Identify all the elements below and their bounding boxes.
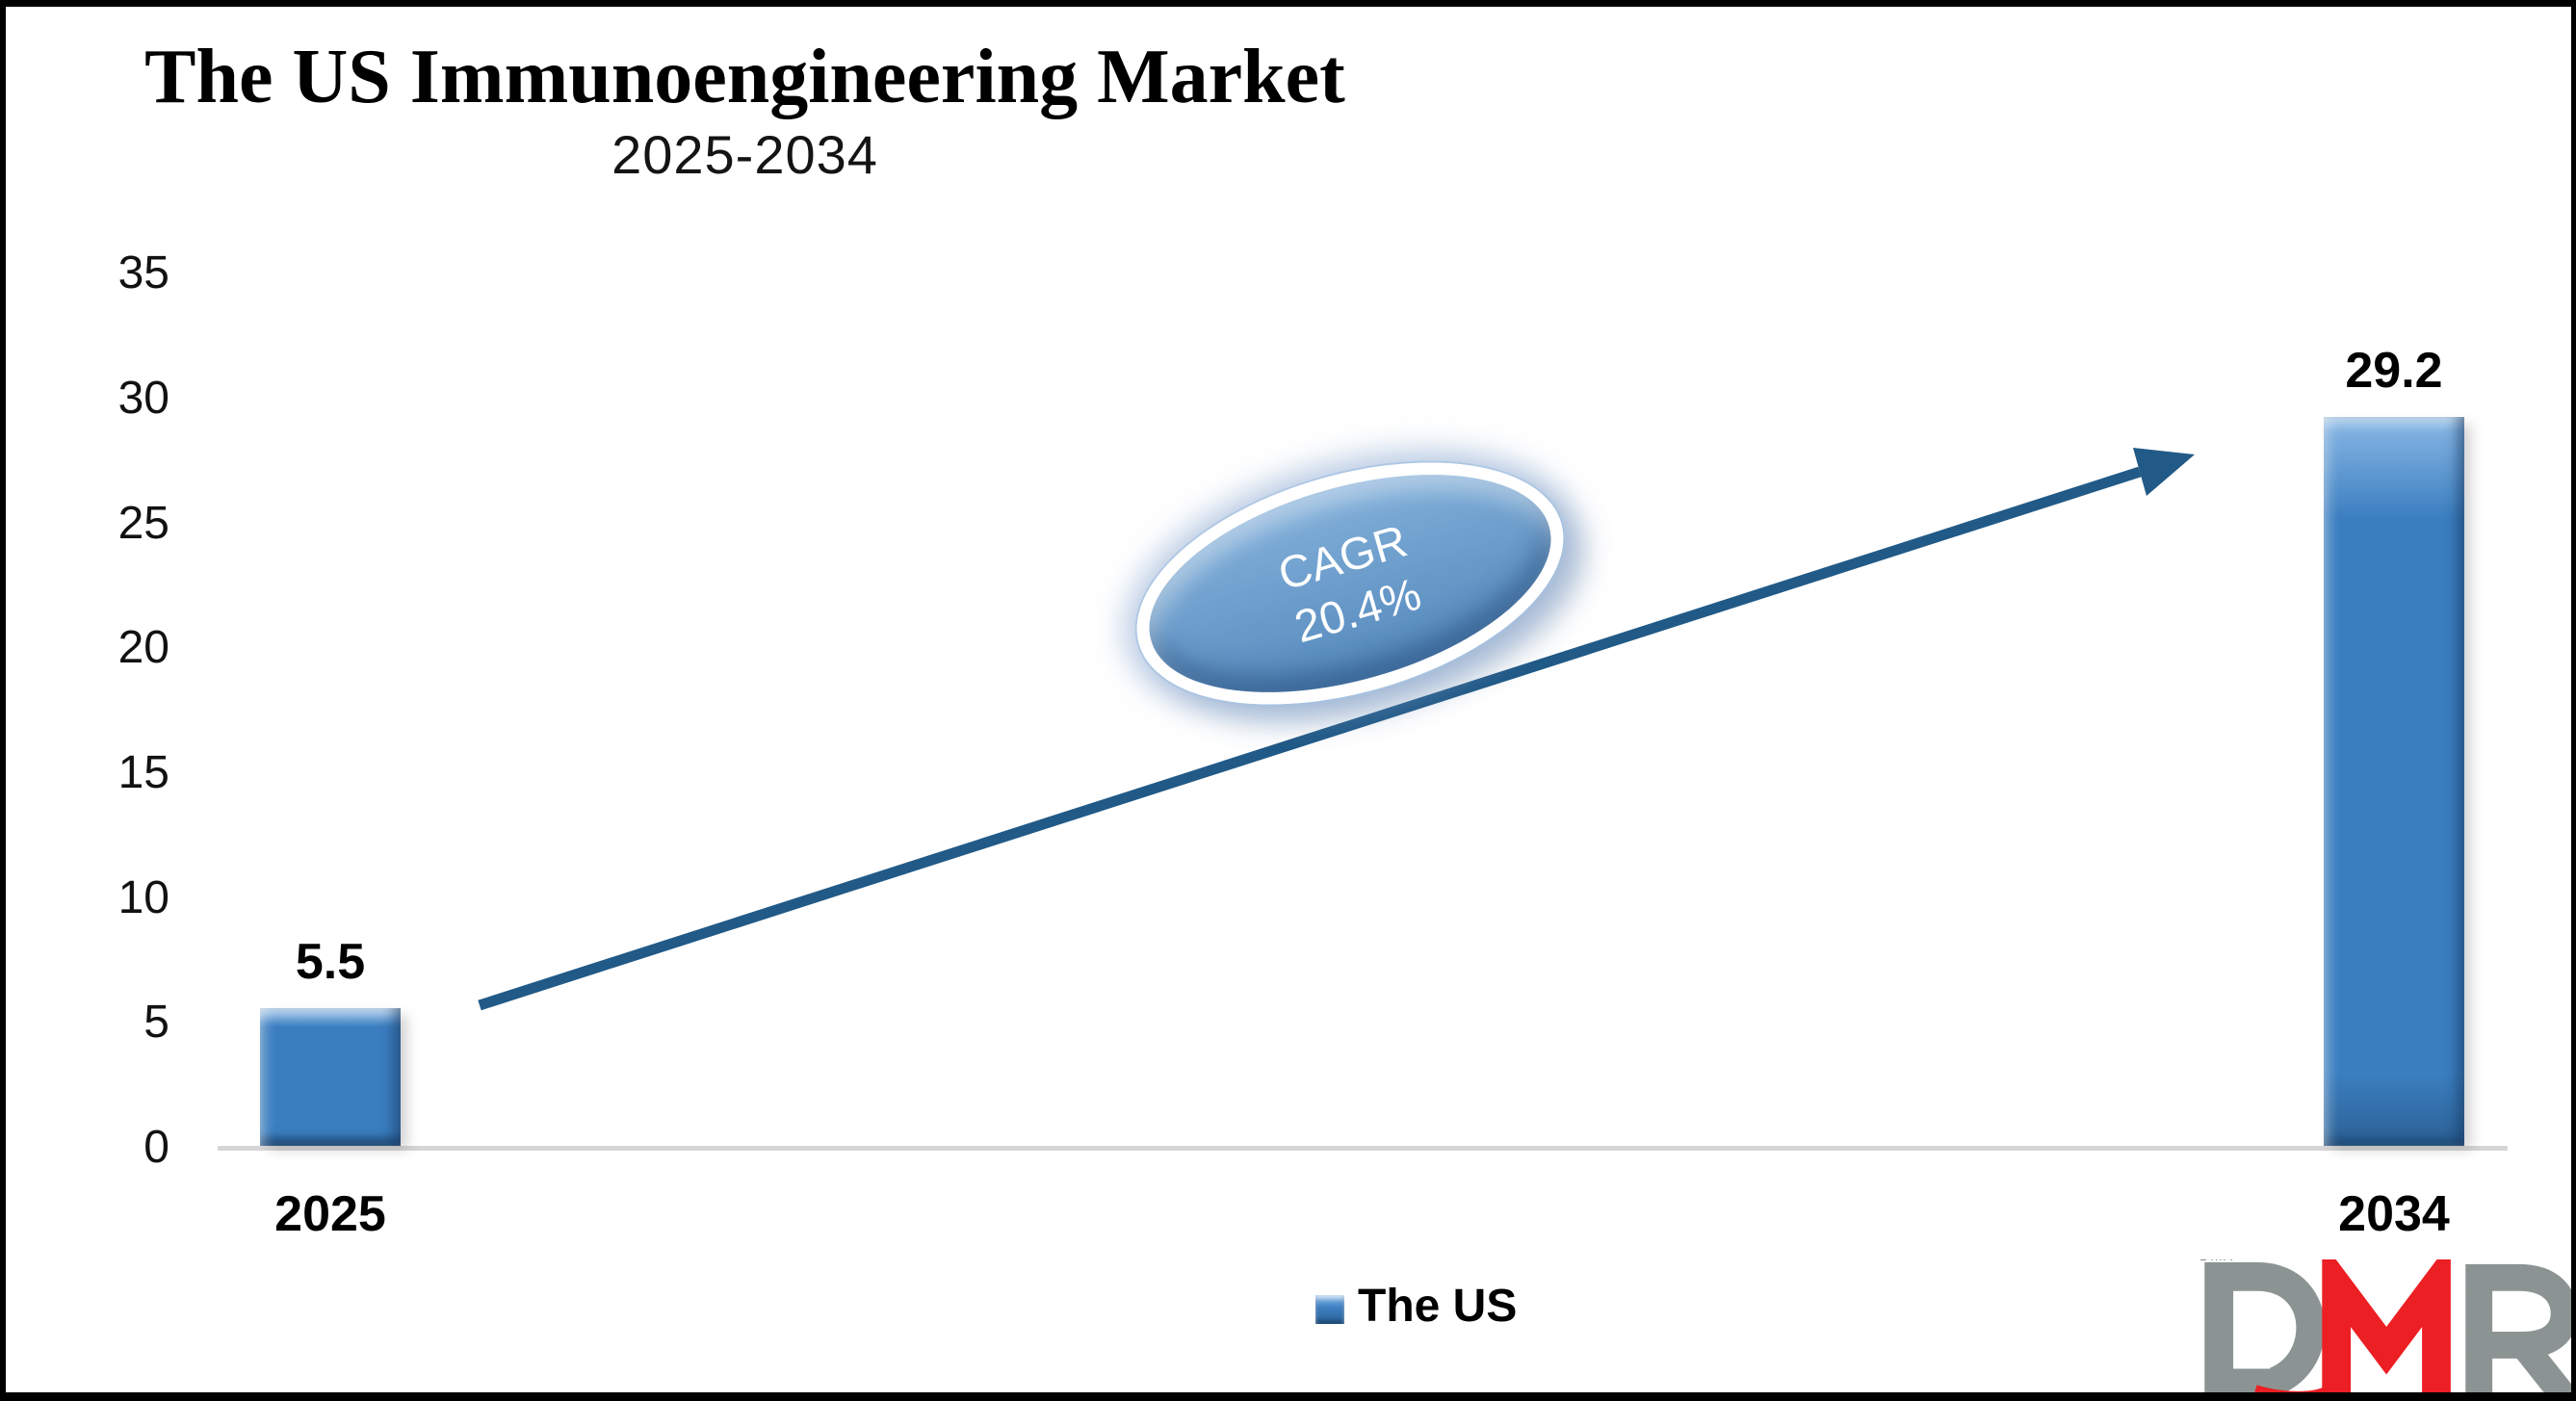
y-axis-tick-label: 10 [117, 871, 169, 923]
y-axis-tick-label: 15 [117, 747, 169, 799]
data-label-2025: 5.5 [295, 934, 366, 991]
chart-title: The US Immunoengineering Market [144, 35, 1345, 119]
dmr-logo: DMR [2199, 1259, 2571, 1392]
legend-label: The US [1358, 1281, 1518, 1332]
y-axis-tick-label: 35 [117, 247, 169, 299]
bar-2034 [2324, 416, 2464, 1146]
y-axis-tick-label: 25 [117, 497, 169, 549]
logo-text: DMR [2199, 1259, 2233, 1264]
cagr-annotation: CAGR 20.4% [1108, 418, 1592, 749]
trend-arrow-head-icon [2133, 448, 2195, 496]
logo-letter-m [2322, 1259, 2451, 1392]
data-label-2034: 29.2 [2345, 342, 2443, 399]
y-axis-tick-label: 30 [117, 373, 169, 425]
y-axis-tick-label: 0 [143, 1122, 169, 1173]
chart-subtitle: 2025-2034 [611, 124, 878, 186]
x-axis-label-2034: 2034 [2338, 1186, 2450, 1242]
title-block: The US Immunoengineering Market 2025-203… [97, 36, 1392, 187]
legend: The US [1315, 1280, 1517, 1333]
x-axis-label-2025: 2025 [274, 1186, 386, 1242]
y-axis-tick-label: 20 [117, 622, 169, 674]
logo-letter-r-leg [2512, 1336, 2571, 1392]
legend-marker-icon [1315, 1294, 1344, 1324]
x-axis-line [218, 1146, 2508, 1151]
logo-letter-d [2204, 1261, 2326, 1392]
y-axis-tick-label: 5 [143, 997, 169, 1049]
bar-2025 [260, 1008, 401, 1146]
